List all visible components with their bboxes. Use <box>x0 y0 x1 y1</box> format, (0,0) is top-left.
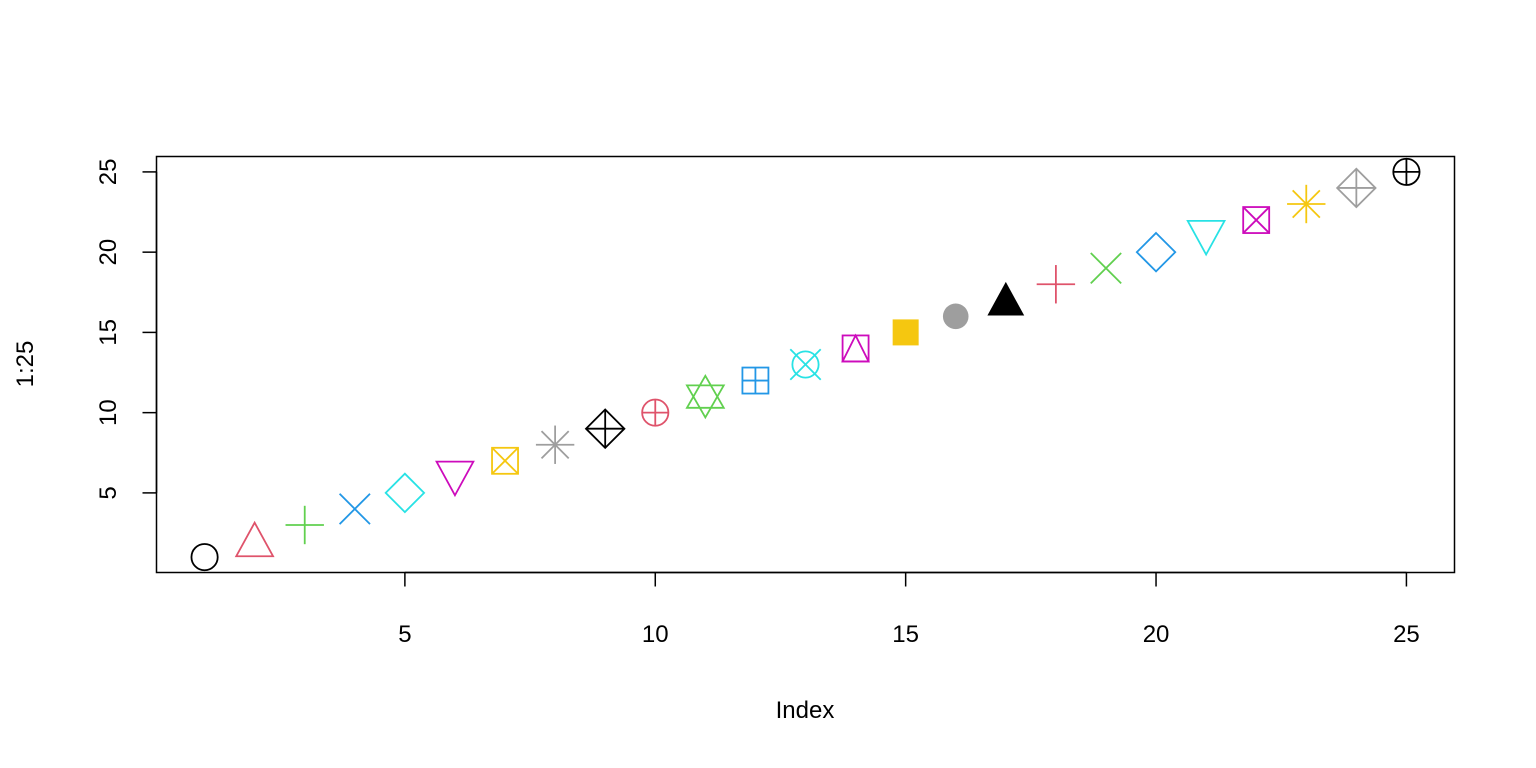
data-point-13 <box>789 348 822 381</box>
data-point-9 <box>584 408 626 450</box>
y-tick-label: 20 <box>95 239 122 266</box>
data-point-17 <box>987 281 1025 316</box>
y-axis-label: 1:25 <box>12 341 39 388</box>
data-point-7 <box>491 446 519 475</box>
data-point-25 <box>1392 157 1421 186</box>
data-point-15 <box>892 319 919 346</box>
data-point-2 <box>234 520 275 558</box>
data-point-11 <box>685 373 726 420</box>
data-point-19 <box>1090 252 1122 285</box>
y-tick-label: 25 <box>95 159 122 186</box>
x-axis: 5 10 15 20 25 <box>398 571 1420 648</box>
data-point-18 <box>1036 265 1076 304</box>
data-point-14 <box>841 333 871 363</box>
x-tick-label: 20 <box>1143 621 1170 648</box>
data-points <box>190 157 1421 572</box>
x-axis-label: Index <box>776 697 835 724</box>
x-tick-label: 25 <box>1393 621 1420 648</box>
data-point-16 <box>942 303 969 330</box>
x-tick-label: 10 <box>642 621 669 648</box>
y-tick-label: 10 <box>95 399 122 426</box>
data-point-22 <box>1242 206 1271 234</box>
data-point-24 <box>1335 167 1377 209</box>
data-point-21 <box>1186 220 1227 257</box>
x-tick-label: 15 <box>892 621 919 648</box>
y-axis: 5 10 15 20 25 <box>95 159 158 500</box>
data-point-8 <box>535 425 575 464</box>
data-point-20 <box>1135 231 1177 273</box>
data-point-12 <box>741 366 770 395</box>
y-tick-label: 5 <box>95 486 122 499</box>
data-point-3 <box>285 505 324 545</box>
data-point-6 <box>435 460 475 498</box>
data-point-5 <box>384 472 426 514</box>
x-tick-label: 5 <box>398 621 411 648</box>
data-point-4 <box>338 493 371 525</box>
data-point-10 <box>641 398 670 427</box>
y-tick-label: 15 <box>95 319 122 346</box>
data-point-23 <box>1287 184 1326 224</box>
data-point-1 <box>190 543 219 572</box>
